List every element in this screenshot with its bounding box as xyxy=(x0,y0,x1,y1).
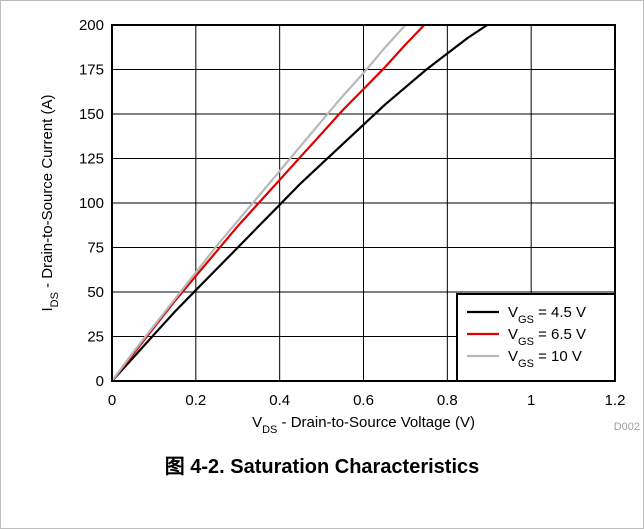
series-line-2 xyxy=(111,24,426,382)
y-tick-label: 0 xyxy=(96,373,104,390)
plot-area-border xyxy=(111,24,616,382)
figure-id: D002 xyxy=(614,421,640,433)
y-axis-label: IDS - Drain-to-Source Current (A) xyxy=(39,94,61,311)
y-tick-label: 25 xyxy=(87,329,104,346)
x-tick-label: 0.8 xyxy=(437,392,458,409)
y-tick-label: 100 xyxy=(79,195,104,212)
x-tick-label: 0 xyxy=(108,392,116,409)
x-tick-label: 1.2 xyxy=(605,392,626,409)
x-tick-label: 0.4 xyxy=(269,392,290,409)
y-tick-label: 50 xyxy=(87,284,104,301)
series-layer xyxy=(111,24,488,382)
legend-label: VGS = 6.5 V xyxy=(508,326,586,348)
tick-labels: 0 0.2 0.4 0.6 0.8 1 1.2 0 25 50 75 100 125 150 175 200 xyxy=(79,17,625,409)
saturation-chart: 0 0.2 0.4 0.6 0.8 1 1.20255075100125150175200 … xyxy=(39,17,640,436)
y-tick-label: 75 xyxy=(87,240,104,257)
legend-label: VGS = 4.5 V xyxy=(508,304,586,326)
y-tick-label: 200 xyxy=(79,17,104,34)
y-tick-label: 175 xyxy=(79,62,104,79)
x-tick-label: 1 xyxy=(527,392,535,409)
x-axis-label: VDS - Drain-to-Source Voltage (V) xyxy=(252,414,475,436)
figure-caption: 图 4-2. Saturation Characteristics xyxy=(164,456,480,478)
x-tick-label: 0.6 xyxy=(353,392,374,409)
legend-label: VGS = 10 V xyxy=(508,348,582,370)
y-tick-label: 150 xyxy=(79,106,104,123)
x-tick-label: 0.2 xyxy=(185,392,206,409)
series-line-3 xyxy=(111,24,407,382)
series-line-1 xyxy=(111,24,488,382)
y-tick-label: 125 xyxy=(79,151,104,168)
legend-box xyxy=(456,293,616,382)
